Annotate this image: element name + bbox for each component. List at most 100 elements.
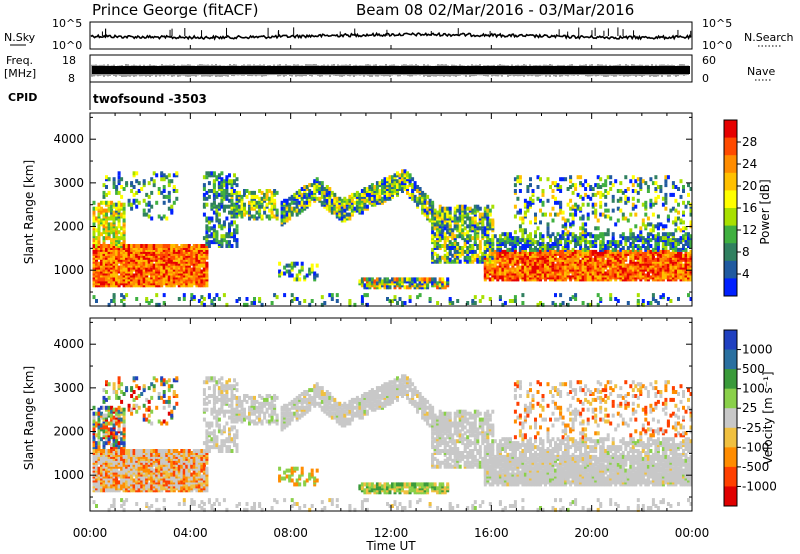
- power-cell: [461, 234, 465, 239]
- power-cell: [225, 216, 229, 221]
- power-cell: [526, 204, 530, 209]
- power-cell: [228, 173, 231, 178]
- power-cell: [551, 242, 555, 246]
- power-cell: [576, 175, 580, 180]
- power-cell: [197, 253, 201, 258]
- power-cell: [145, 267, 149, 272]
- power-cell: [243, 302, 246, 307]
- power-cell: [589, 185, 593, 189]
- power-cell: [270, 190, 274, 195]
- power-cell: [212, 189, 216, 193]
- power-cell: [175, 265, 179, 270]
- power-cell: [145, 192, 149, 197]
- power-cell: [674, 185, 678, 189]
- power-cell: [604, 271, 608, 276]
- power-cell: [222, 189, 226, 193]
- power-cell: [197, 259, 201, 264]
- power-cell: [175, 261, 179, 266]
- power-cell: [488, 208, 492, 213]
- power-cell: [456, 242, 460, 246]
- power-cell: [679, 275, 683, 280]
- power-cell: [212, 228, 216, 233]
- power-cell: [529, 236, 532, 241]
- power-cell: [586, 183, 590, 188]
- power-cell: [443, 257, 447, 262]
- power-cell: [619, 259, 623, 264]
- power-cell: [463, 226, 467, 231]
- freq-label: Freq.: [6, 54, 33, 67]
- power-cell: [606, 269, 610, 274]
- power-cell: [222, 293, 226, 298]
- power-cell: [416, 277, 420, 282]
- power-ylabel: Slant Range [km]: [22, 160, 36, 264]
- power-cell: [406, 285, 409, 290]
- power-cell: [631, 175, 635, 180]
- freq-tick-top: 18: [62, 54, 76, 67]
- power-cell: [135, 247, 139, 252]
- power-cell: [235, 214, 239, 219]
- power-cell: [132, 185, 136, 189]
- power-cell: [596, 259, 600, 264]
- power-cell: [408, 192, 412, 197]
- power-cell: [220, 190, 224, 195]
- power-cell: [117, 240, 121, 245]
- power-cell: [629, 212, 633, 217]
- power-cell: [110, 238, 114, 243]
- power-cell: [501, 242, 505, 246]
- power-cell: [488, 212, 492, 217]
- power-cell: [614, 222, 618, 227]
- power-cell: [546, 226, 550, 231]
- power-cell: [170, 208, 174, 213]
- power-cell: [378, 189, 382, 193]
- power-cell: [679, 179, 683, 184]
- power-cell: [245, 302, 249, 307]
- power-cell: [205, 230, 209, 235]
- power-cell: [263, 192, 267, 197]
- power-cell: [375, 281, 379, 286]
- power-cell: [488, 238, 492, 243]
- power-cell: [626, 246, 630, 250]
- power-cell: [471, 208, 475, 213]
- power-cell: [689, 244, 693, 248]
- power-cell: [677, 226, 680, 231]
- power-cell: [529, 196, 532, 201]
- power-cell: [599, 275, 603, 280]
- power-cell: [290, 200, 294, 205]
- power-cell: [177, 259, 181, 264]
- power-cell: [330, 297, 334, 301]
- power-cell: [518, 175, 522, 180]
- power-cell: [493, 263, 497, 268]
- power-cell: [531, 238, 535, 243]
- power-cell: [310, 196, 314, 201]
- power-cell: [162, 194, 166, 199]
- power-cell: [112, 185, 116, 189]
- power-cell: [253, 190, 256, 195]
- power-cell: [594, 214, 598, 219]
- power-cell: [491, 251, 495, 256]
- power-cell: [461, 214, 465, 219]
- power-cell: [315, 273, 319, 278]
- power-cell: [674, 238, 678, 243]
- power-cell: [160, 190, 164, 195]
- power-cell: [664, 224, 668, 229]
- power-cell: [599, 185, 603, 189]
- power-cell: [95, 216, 98, 221]
- power-cell: [473, 216, 477, 221]
- power-cell: [564, 218, 568, 223]
- power-cell: [604, 232, 608, 237]
- power-ytick-1000: 1000: [53, 263, 84, 277]
- power-cell: [586, 232, 590, 237]
- power-cell: [100, 206, 103, 211]
- power-cell: [150, 216, 154, 221]
- power-cell: [636, 183, 640, 188]
- power-cell: [566, 218, 570, 223]
- power-cell: [624, 200, 628, 205]
- power-cell: [483, 212, 487, 217]
- power-cell: [616, 249, 620, 254]
- power-cell: [661, 232, 665, 237]
- power-cell: [350, 208, 354, 213]
- power-cell: [677, 187, 680, 191]
- power-cell: [200, 269, 204, 274]
- power-cell: [666, 263, 670, 268]
- power-cell: [253, 214, 256, 219]
